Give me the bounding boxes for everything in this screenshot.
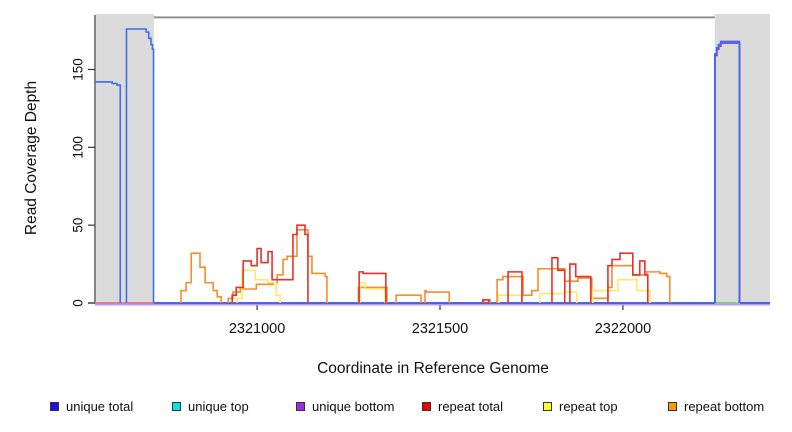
- x-tick-label: 2321000: [229, 321, 285, 337]
- series-repeat-bottom: [496, 264, 671, 303]
- y-tick-label: 100: [71, 136, 86, 159]
- series-repeat-bottom: [395, 294, 422, 303]
- series-repeat-total: [231, 224, 309, 303]
- y-tick-label: 0: [71, 299, 86, 307]
- series-repeat-bottom: [180, 252, 223, 303]
- x-tick-label: 2321500: [412, 321, 468, 337]
- legend-swatch-repeat-total: [422, 402, 431, 411]
- series-unique-total: [95, 81, 122, 303]
- x-axis-title: Coordinate in Reference Genome: [317, 360, 549, 377]
- legend-label-unique-total: unique total: [66, 399, 134, 414]
- legend-item-unique-bottom: unique bottom: [296, 399, 394, 414]
- series-unique-total: [125, 28, 155, 303]
- y-tick-label: 150: [71, 58, 86, 81]
- legend-item-repeat-top: repeat top: [543, 399, 618, 414]
- legend-item-unique-total: unique total: [50, 399, 133, 414]
- legend-label-unique-bottom: unique bottom: [312, 399, 395, 414]
- series-repeat-top: [498, 294, 523, 303]
- series-repeat-bottom: [227, 229, 328, 303]
- series-repeat-top: [591, 278, 651, 303]
- legend-item-unique-top: unique top: [172, 399, 249, 414]
- series-repeat-total: [569, 263, 592, 303]
- series-repeat-total: [507, 271, 523, 303]
- legend-swatch-unique-top: [172, 402, 181, 411]
- y-axis-title: Read Coverage Depth: [23, 80, 40, 236]
- left-gray-region: [96, 14, 154, 303]
- series-repeat-total: [607, 252, 649, 303]
- legend-item-repeat-total: repeat total: [422, 399, 503, 414]
- legend-label-repeat-top: repeat top: [559, 399, 618, 414]
- y-tick-label: 50: [71, 218, 86, 233]
- series-repeat-top: [236, 269, 281, 303]
- legend-label-unique-top: unique top: [188, 399, 249, 414]
- legend-label-repeat-bottom: repeat bottom: [684, 399, 765, 414]
- series-repeat-top: [359, 281, 386, 303]
- legend-swatch-repeat-top: [543, 402, 552, 411]
- series-repeat-total: [358, 271, 387, 303]
- series-unique-total: [713, 40, 741, 303]
- chart-legend: unique total unique top unique bottom repea…: [0, 399, 792, 419]
- legend-swatch-unique-bottom: [296, 402, 305, 411]
- legend-label-repeat-total: repeat total: [438, 399, 504, 414]
- series-repeat-top: [539, 291, 578, 303]
- series-repeat-total: [482, 299, 490, 303]
- x-tick-label: 2322000: [595, 321, 651, 337]
- legend-item-repeat-bottom: repeat bottom: [668, 399, 764, 414]
- legend-swatch-unique-total: [50, 402, 59, 411]
- right-gray-region: [714, 14, 770, 303]
- legend-swatch-repeat-bottom: [668, 402, 677, 411]
- coverage-plot: 0 50 100 150 2321000 2321500 2322000: [71, 14, 770, 337]
- series-repeat-total: [551, 257, 566, 303]
- series-repeat-bottom: [424, 289, 450, 303]
